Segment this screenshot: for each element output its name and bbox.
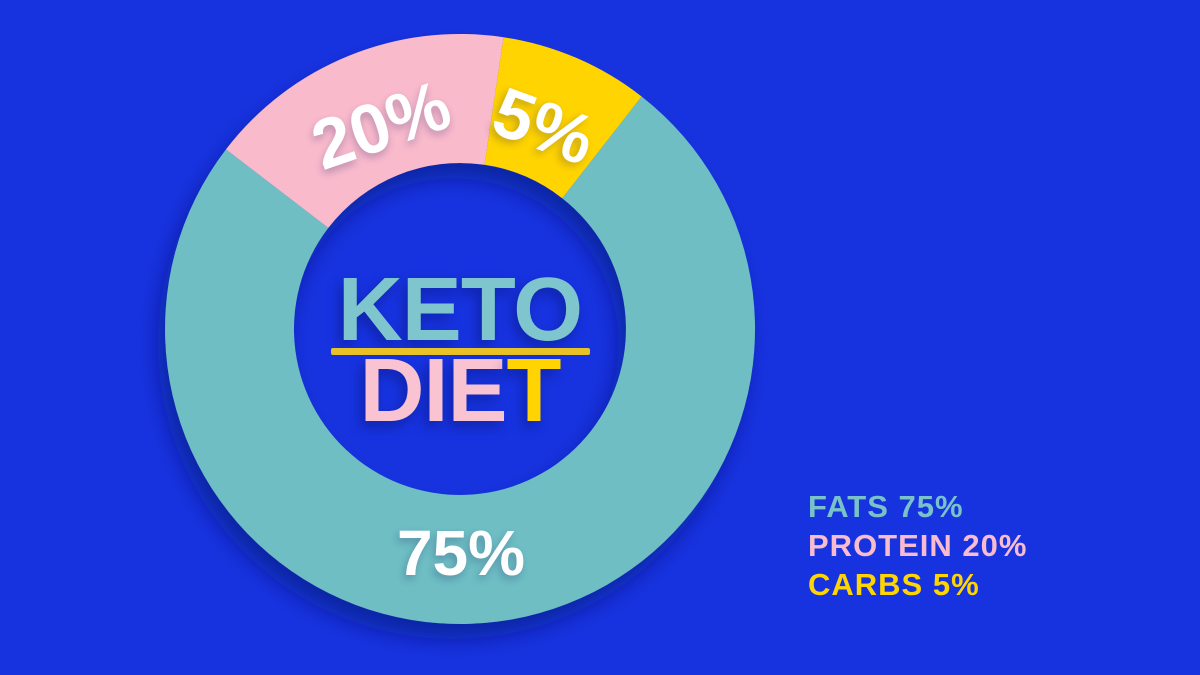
legend-item-fats: FATS 75%	[808, 489, 964, 524]
legend-item-protein: PROTEIN 20%	[808, 528, 1028, 563]
legend-item-carbs: CARBS 5%	[808, 567, 980, 602]
legend: FATS 75% PROTEIN 20% CARBS 5%	[808, 487, 1027, 604]
slice-data-label-75: 75%	[396, 517, 526, 589]
donut-slice-carbs	[484, 37, 642, 199]
donut-slice-fats	[165, 96, 756, 625]
donut-slice-protein	[226, 33, 504, 228]
